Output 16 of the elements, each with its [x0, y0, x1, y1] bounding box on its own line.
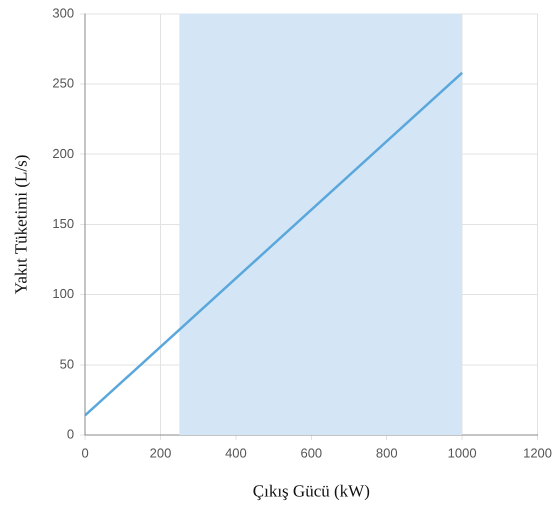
x-tick-label: 400: [225, 445, 247, 460]
y-tick-label: 0: [66, 426, 74, 442]
y-tick-label: 150: [52, 216, 74, 231]
y-tick-label: 300: [52, 5, 74, 20]
x-axis-title: Çıkış Gücü (kW): [252, 481, 370, 500]
x-tick-label: 200: [150, 445, 172, 460]
y-axis-title: Yakıt Tüketimi (L/s): [12, 154, 31, 294]
x-tick-label: 600: [300, 445, 322, 460]
y-tick-label: 200: [52, 146, 74, 161]
y-tick-label: 100: [52, 286, 74, 302]
y-tick-label: 50: [60, 356, 74, 372]
x-tick-label: 800: [376, 445, 398, 460]
x-tick-label: 1000: [448, 445, 477, 460]
y-tick-label: 250: [52, 76, 74, 91]
x-tick-label: 1200: [523, 445, 552, 460]
x-tick-label: 0: [81, 445, 89, 460]
